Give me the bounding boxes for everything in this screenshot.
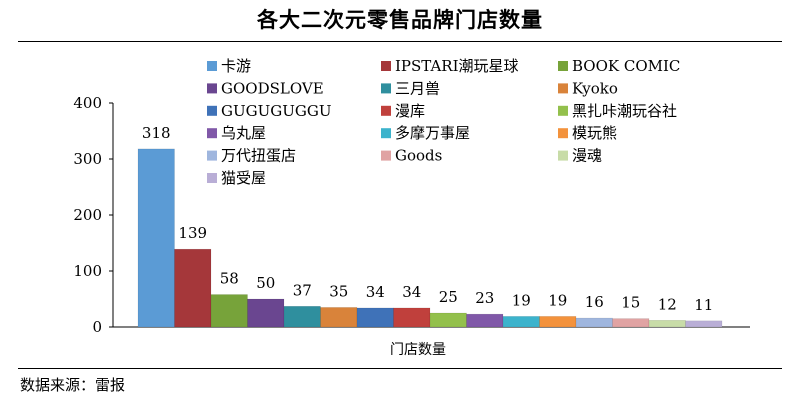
bar [466, 313, 504, 328]
legend-swatch [381, 105, 391, 116]
bar-value-label: 12 [658, 295, 677, 313]
bar-chart: 0 100 200 300 400 318 139 58 50 37 35 34 34 25 23 19 19… [73, 57, 750, 358]
legend-item-label: 黑扎咔潮玩谷社 [572, 102, 677, 120]
legend-swatch [207, 150, 217, 161]
bar [283, 306, 321, 328]
bar-value-label: 16 [585, 293, 604, 311]
legend-swatch [558, 128, 568, 139]
bar [393, 307, 431, 328]
x-axis-label: 门店数量 [390, 342, 446, 358]
legend-item-label: Kyoko [572, 79, 618, 97]
bar [685, 320, 723, 328]
legend-item-label: Goods [395, 147, 442, 165]
y-tick-label: 0 [92, 318, 102, 336]
bar-value-label: 34 [366, 283, 385, 301]
legend-item-label: 猫受屋 [221, 169, 266, 187]
legend-item-label: 漫库 [395, 102, 425, 120]
legend-swatch [207, 105, 217, 116]
bar-value-label: 23 [475, 289, 494, 307]
legend-swatch [558, 61, 568, 71]
bar-series [137, 148, 723, 328]
bar [575, 317, 613, 328]
bar [320, 307, 358, 328]
y-tick-label: 200 [73, 206, 102, 224]
legend-item-label: 乌丸屋 [221, 124, 266, 142]
bar-value-label: 37 [293, 281, 312, 299]
chart-legend: 卡游 IPSTARI潮玩星球 BOOK COMIC GOODSLOVE 三月兽 Kyoko… [207, 57, 680, 187]
legend-swatch [558, 150, 568, 161]
footer-divider [18, 368, 782, 369]
bar [137, 148, 175, 328]
title-divider [18, 41, 782, 42]
bar [648, 320, 686, 328]
legend-item-label: 漫魂 [572, 147, 602, 165]
bar [539, 316, 577, 328]
legend-swatch [381, 61, 391, 71]
legend-item-label: GUGUGUGGU [221, 102, 331, 120]
legend-item-label: 三月兽 [395, 79, 440, 97]
legend-item-label: 卡游 [221, 57, 251, 75]
bar-value-label: 318 [142, 124, 171, 142]
bar-value-label: 35 [329, 282, 348, 300]
bar-value-label: 139 [178, 224, 207, 242]
data-labels: 318 139 58 50 37 35 34 34 25 23 19 19 16 15 12 11 [142, 124, 713, 314]
bar [210, 294, 248, 328]
bar-value-label: 19 [548, 291, 567, 309]
legend-item-label: 多摩万事屋 [395, 124, 470, 142]
bar-value-label: 34 [402, 283, 421, 301]
bar [174, 248, 212, 328]
bar-value-label: 58 [220, 270, 239, 288]
legend-item-label: BOOK COMIC [572, 57, 680, 75]
bar [356, 307, 394, 328]
page-title: 各大二次元零售品牌门店数量 [257, 7, 543, 32]
legend-item-label: IPSTARI潮玩星球 [395, 57, 519, 75]
bar-value-label: 15 [621, 294, 640, 312]
legend-swatch [381, 150, 391, 161]
legend-swatch [207, 83, 217, 94]
legend-swatch [207, 128, 217, 139]
bar-value-label: 19 [512, 291, 531, 309]
legend-item-label: 万代扭蛋店 [221, 147, 296, 165]
legend-swatch [558, 105, 568, 116]
bar [612, 318, 650, 328]
legend-item-label: GOODSLOVE [221, 79, 324, 97]
legend-swatch [207, 173, 217, 183]
bar-value-label: 11 [694, 296, 713, 314]
bar [502, 316, 540, 328]
legend-item-label: 模玩熊 [572, 124, 617, 142]
legend-swatch [558, 83, 568, 94]
legend-swatch [381, 83, 391, 94]
y-tick-label: 400 [73, 94, 102, 112]
bar-value-label: 50 [256, 274, 275, 292]
source-note: 数据来源：雷报 [20, 376, 126, 394]
legend-swatch [381, 128, 391, 139]
bar [429, 312, 467, 328]
y-tick-label: 300 [73, 150, 102, 168]
bar-value-label: 25 [439, 288, 458, 306]
legend-swatch [207, 61, 217, 71]
bar [247, 298, 285, 328]
y-tick-label: 100 [73, 262, 102, 280]
